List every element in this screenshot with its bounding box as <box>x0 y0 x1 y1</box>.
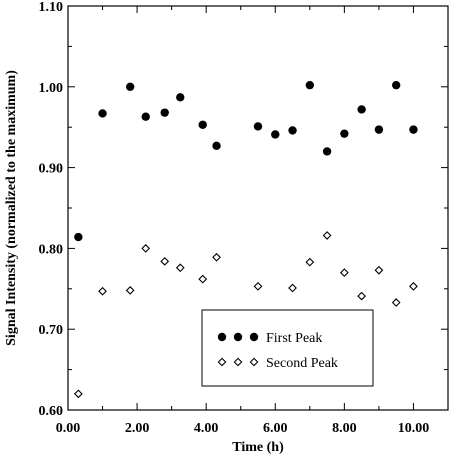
second-peak-point <box>212 252 221 262</box>
legend-marker <box>217 357 227 367</box>
first-peak-point <box>141 112 150 121</box>
legend-label-second-peak: Second Peak <box>266 356 338 371</box>
x-tick-label: 10.00 <box>398 421 430 436</box>
legend-symbol-first-peak <box>217 332 259 342</box>
legend: First Peak Second Peak <box>201 309 374 387</box>
first-peak-point <box>98 109 107 118</box>
second-peak-point <box>409 281 418 291</box>
legend-box <box>201 309 374 387</box>
y-tick-label: 1.10 <box>39 0 64 15</box>
y-tick-label: 0.80 <box>39 242 64 257</box>
x-tick-label: 8.00 <box>332 421 357 436</box>
second-peak-point <box>305 257 315 267</box>
first-peak-point <box>391 80 401 90</box>
legend-marker <box>249 357 259 367</box>
second-peak-point <box>125 286 135 295</box>
first-peak-point <box>271 130 280 139</box>
first-peak-point <box>74 232 83 242</box>
second-peak-point <box>198 274 208 284</box>
first-peak-point <box>253 122 263 131</box>
first-peak-point <box>160 108 169 117</box>
x-tick-label: 4.00 <box>194 421 219 436</box>
second-peak-point <box>160 256 170 266</box>
x-tick-label: 0.00 <box>56 421 81 436</box>
first-peak-point <box>176 93 185 102</box>
first-peak-point <box>409 125 418 134</box>
second-peak-point <box>339 268 349 278</box>
y-tick-label: 0.60 <box>39 404 64 419</box>
second-peak-point <box>288 283 297 293</box>
second-peak-point <box>141 244 151 253</box>
legend-marker <box>233 332 243 342</box>
second-peak-point <box>391 298 401 307</box>
second-peak-point <box>374 265 384 275</box>
second-peak-point <box>253 281 263 291</box>
second-peak-point <box>73 389 83 399</box>
first-peak-point <box>198 120 207 129</box>
first-peak-point <box>125 82 135 92</box>
first-peak-point <box>305 80 315 90</box>
legend-marker <box>249 332 259 342</box>
first-peak-point <box>288 126 297 135</box>
axis-ticks <box>67 5 448 411</box>
legend-marker <box>233 357 243 367</box>
y-tick-label: 0.90 <box>39 162 64 177</box>
second-peak-point <box>175 263 185 273</box>
legend-label-first-peak: First Peak <box>266 331 322 346</box>
legend-marker <box>217 332 227 342</box>
x-tick-label: 6.00 <box>263 421 288 436</box>
first-peak-point <box>374 125 384 134</box>
tick-labels: 0.00 2.00 4.00 6.00 8.00 10.00 0.60 0.70 0.80 0.9… <box>39 0 430 436</box>
x-axis-label: Time (h) <box>232 440 284 455</box>
first-peak-point <box>357 105 366 114</box>
first-peak-point <box>340 129 349 138</box>
x-tick-label: 2.00 <box>125 421 150 436</box>
first-peak-point <box>212 141 221 150</box>
second-peak-point <box>98 286 107 296</box>
first-peak-point <box>322 147 332 156</box>
second-peak-point <box>357 291 367 301</box>
y-tick-label: 0.70 <box>39 323 64 338</box>
legend-symbol-second-peak <box>217 357 259 367</box>
legend-entry-first-peak: First Peak <box>217 331 322 346</box>
second-peak-point <box>322 231 332 240</box>
y-tick-label: 1.00 <box>39 81 64 96</box>
data-markers <box>73 80 418 399</box>
y-axis-label: Signal Intensity (normalized to the maxi… <box>4 70 19 346</box>
legend-entry-second-peak: Second Peak <box>217 356 338 371</box>
